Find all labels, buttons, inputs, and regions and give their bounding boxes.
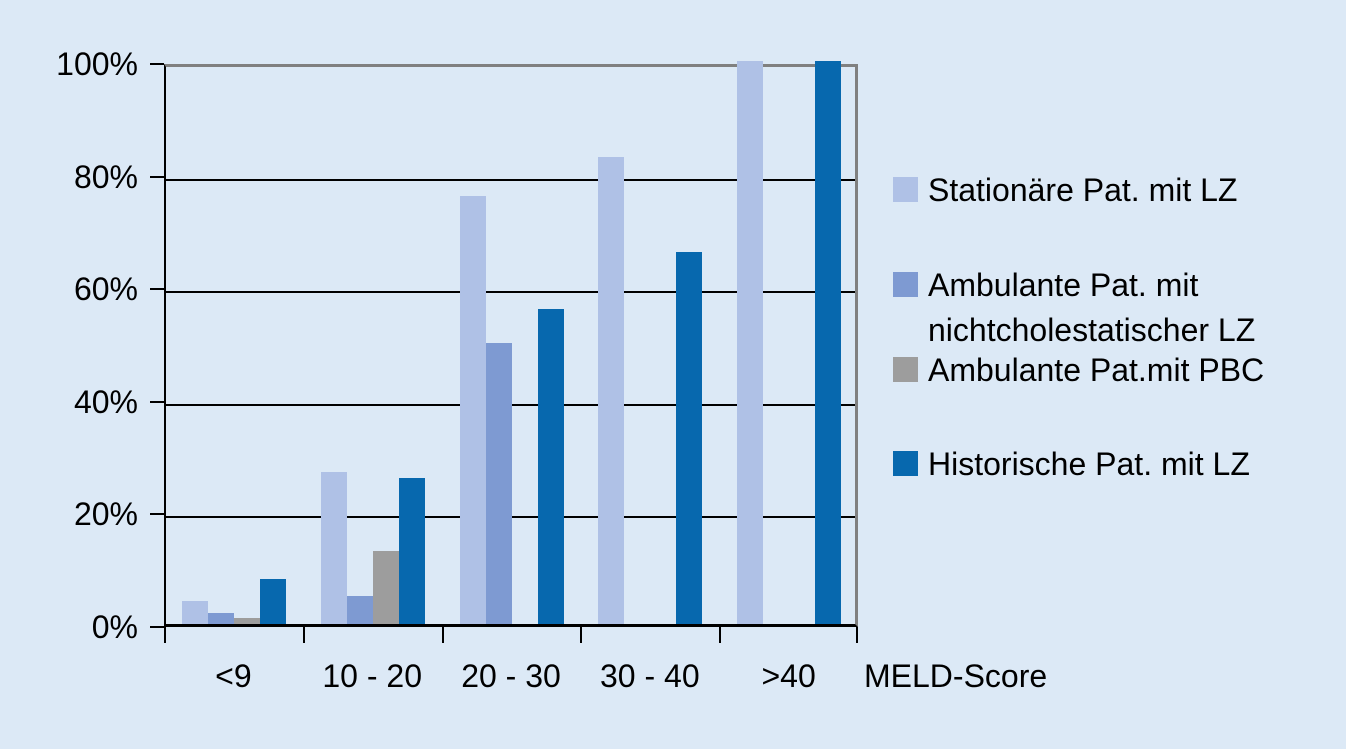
bar-series1-group4	[598, 156, 625, 624]
legend-item: Ambulante Pat.mit PBC	[893, 348, 1313, 393]
legend-label: Historische Pat. mit LZ	[928, 446, 1250, 482]
x-tick-mark	[441, 627, 444, 643]
plot-area	[164, 61, 858, 627]
bar-series4-group2	[398, 477, 425, 624]
bar-series1-group5	[737, 61, 764, 624]
bar-series1-group2	[320, 472, 347, 624]
bar-series4-group4	[676, 252, 703, 624]
y-tick-label: 40%	[73, 383, 138, 420]
x-tick-label: >40	[761, 658, 816, 694]
bar-series3-group2	[372, 550, 399, 624]
x-tick-label: <9	[215, 658, 252, 694]
bar-series4-group1	[260, 578, 286, 624]
x-tick-mark	[719, 627, 722, 643]
legend-item: Ambulante Pat. mit nichtcholestatischer …	[893, 263, 1313, 353]
legend-swatch-ambulante-nichtcholestatisch	[893, 272, 918, 297]
legend-swatch-stationaere	[893, 177, 918, 202]
bar-series2-group2	[346, 595, 373, 624]
legend-item: Stationäre Pat. mit LZ	[893, 168, 1313, 213]
y-tick-mark	[150, 175, 164, 178]
bar-series4-group5	[815, 61, 842, 624]
bar-series2-group3	[485, 342, 512, 624]
y-tick-label: 0%	[91, 609, 138, 645]
y-tick-label: 100%	[56, 46, 138, 82]
x-tick-mark	[164, 627, 166, 643]
y-tick-mark	[150, 63, 164, 65]
x-tick-mark	[302, 627, 305, 643]
bar-series2-group1	[208, 612, 234, 624]
x-tick-label: 30 - 40	[599, 658, 700, 694]
y-tick-mark	[150, 288, 164, 291]
y-tick-mark	[150, 513, 164, 516]
y-tick-mark	[150, 626, 164, 628]
legend-label: Ambulante Pat. mit nichtcholestatischer …	[928, 267, 1256, 348]
bar-series3-group1	[234, 618, 260, 624]
legend-swatch-historische	[893, 451, 918, 476]
gridline-60	[166, 291, 855, 294]
y-tick-label: 60%	[73, 271, 138, 308]
legend-label: Ambulante Pat.mit PBC	[928, 352, 1265, 388]
gridline-80	[166, 178, 855, 181]
x-tick-label: 10 - 20	[322, 658, 422, 694]
x-tick-mark	[856, 627, 858, 643]
x-tick-mark	[580, 627, 583, 643]
bar-series4-group3	[537, 308, 564, 624]
legend-item: Historische Pat. mit LZ	[893, 442, 1313, 487]
legend-label: Stationäre Pat. mit LZ	[928, 172, 1238, 208]
y-tick-label: 20%	[73, 496, 138, 533]
x-axis-title: MELD-Score	[864, 658, 1048, 694]
y-tick-label: 80%	[73, 158, 138, 195]
bar-series1-group3	[459, 196, 486, 624]
bar-series1-group1	[182, 601, 208, 624]
legend-swatch-ambulante-pbc	[893, 357, 918, 382]
x-tick-label: 20 - 30	[461, 658, 561, 694]
y-tick-mark	[150, 400, 164, 403]
